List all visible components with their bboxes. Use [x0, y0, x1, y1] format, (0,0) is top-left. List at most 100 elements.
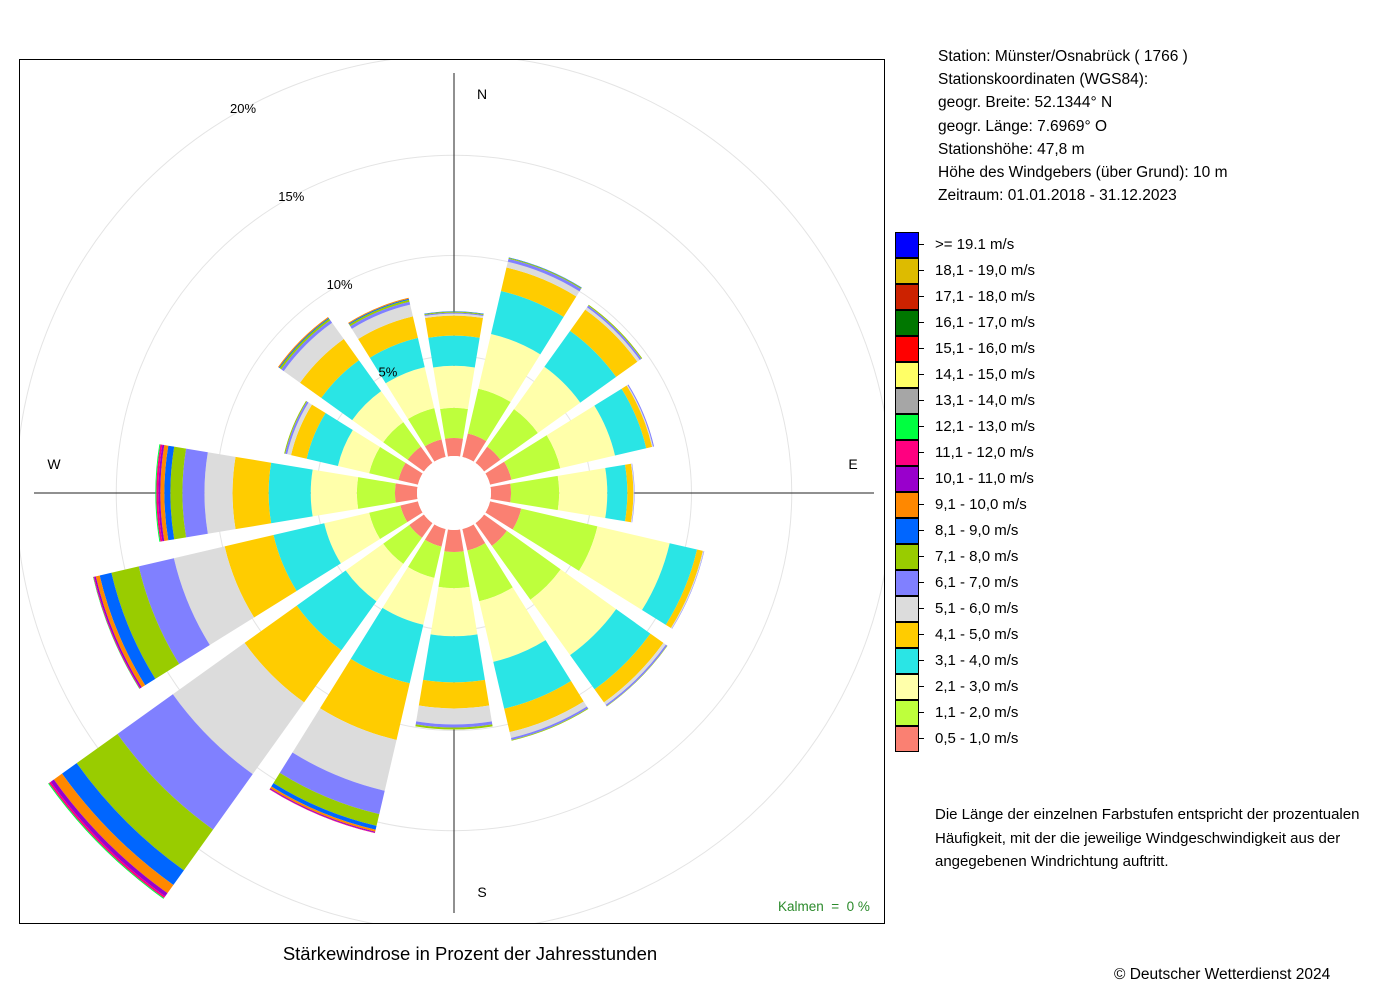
wedge-N-class-5: [425, 315, 483, 338]
legend-swatch: [895, 518, 919, 544]
wedge-SSE-class-7: [511, 706, 588, 740]
legend-tick: [919, 400, 924, 401]
wedge-NW-class-7: [281, 320, 333, 372]
legend-tick: [919, 478, 924, 479]
wedge-N-class-3: [433, 365, 475, 410]
calm-label: Kalmen = 0 %: [778, 899, 870, 914]
wedge-S-class-3: [430, 586, 478, 637]
legend-tick: [919, 322, 924, 323]
station-elevation: Stationshöhe: 47,8 m: [938, 140, 1085, 158]
note-line: Die Länge der einzelnen Farbstufen entsp…: [935, 806, 1360, 823]
legend-tick: [919, 426, 924, 427]
time-period: Zeitraum: 01.01.2018 - 31.12.2023: [938, 187, 1177, 205]
legend-tick: [919, 504, 924, 505]
legend-tick: [919, 374, 924, 375]
wedge-SSE-class-2: [467, 543, 513, 602]
legend-tick: [919, 530, 924, 531]
wedge-SE-class-5: [594, 633, 664, 703]
wedge-NE-class-4: [544, 330, 617, 403]
legend-label: 2,1 - 3,0 m/s: [935, 678, 1019, 695]
legend-label: 15,1 - 16,0 m/s: [935, 340, 1036, 357]
wedge-NNW-class-4: [369, 337, 425, 384]
wedge-SE-class-3: [530, 569, 617, 656]
station-latitude: geogr. Breite: 52.1344° N: [938, 94, 1113, 112]
wedge-SW-class-5: [244, 605, 342, 703]
legend-label: 7,1 - 8,0 m/s: [935, 548, 1019, 565]
wedge-W-class-9: [164, 445, 175, 541]
legend-label: 16,1 - 17,0 m/s: [935, 314, 1036, 331]
wedge-SSE-class-1: [462, 524, 486, 551]
wedge-SW-class-7: [117, 694, 253, 830]
wedge-NNE-class-1: [462, 433, 487, 462]
wedge-SW-class-2: [383, 525, 422, 564]
sensor-height: Höhe des Windgebers (über Grund): 10 m: [938, 164, 1228, 182]
wedge-WNW-class-2: [369, 446, 406, 481]
station-info: Station: Münster/Osnabrück ( 1766 ) Stat…: [938, 45, 1227, 207]
compass-label-N: N: [477, 86, 487, 102]
legend-tick: [919, 634, 924, 635]
wedge-SW-class-3: [345, 543, 404, 602]
wedge-N-class-2: [440, 407, 468, 439]
wedge-NNE-class-6: [506, 261, 580, 297]
legend-label: 12,1 - 13,0 m/s: [935, 418, 1036, 435]
wedge-SE-class-4: [570, 609, 651, 690]
center-hole: [417, 456, 491, 530]
compass-label-W: W: [47, 456, 61, 472]
wedge-NNW-class-5: [358, 316, 418, 358]
station-longitude: geogr. Länge: 7.6969° O: [938, 117, 1108, 135]
compass-label-E: E: [848, 456, 857, 472]
wedge-SSE-class-5: [504, 681, 584, 733]
wedge-NNE-class-3: [478, 333, 541, 403]
wedge-W-class-6: [204, 452, 236, 534]
legend-label: 9,1 - 10,0 m/s: [935, 496, 1027, 513]
wedge-SW-class-11: [50, 779, 168, 897]
legend-swatch: [895, 362, 919, 388]
legend-swatch: [895, 388, 919, 414]
wedge-NNW-class-7: [350, 301, 411, 329]
wedge-E-class-5: [625, 463, 634, 523]
wedge-WNW-class-4: [306, 413, 353, 466]
wedge-NNW-class-8: [349, 299, 410, 327]
legend-swatch: [895, 492, 919, 518]
legend-swatch: [895, 622, 919, 648]
wedge-SE-class-6: [603, 642, 666, 705]
wedge-W-class-4: [268, 462, 313, 524]
legend-tick: [919, 556, 924, 557]
ring-label: 5%: [379, 365, 398, 380]
wedge-NW-class-6: [283, 322, 344, 383]
ring-label: 15%: [278, 189, 304, 204]
legend-swatch: [895, 570, 919, 596]
legend-label: 10,1 - 11,0 m/s: [935, 470, 1034, 487]
legend-label: 18,1 - 19,0 m/s: [935, 262, 1036, 279]
wedge-E-class-1: [490, 483, 512, 503]
note-line: angegebenen Windrichtung auftritt.: [935, 853, 1169, 870]
ring-label: 20%: [230, 101, 256, 116]
wedge-NW-class-8: [279, 318, 331, 370]
legend-label: 4,1 - 5,0 m/s: [935, 626, 1019, 643]
wedge-WSW-class-5: [224, 535, 297, 618]
wedge-SSW-class-2: [407, 539, 442, 578]
wedge-WSW-class-7: [138, 558, 210, 665]
plot-frame: 5% 10% 15% 20% N E S W: [19, 59, 885, 924]
wedge-NE-class-6: [585, 307, 640, 362]
legend-tick: [919, 712, 924, 713]
wedge-NNW-class-3: [385, 367, 435, 420]
wedge-WNW-class-7: [285, 401, 309, 455]
wedge-SSW-class-8: [273, 772, 380, 826]
wedge-N-class-8: [424, 311, 484, 316]
station-name: Station: Münster/Osnabrück ( 1766 ): [938, 48, 1188, 65]
wedge-W-class-8: [170, 446, 187, 540]
wedge-SSW-class-10: [270, 786, 376, 832]
wedge-W-class-12: [156, 444, 163, 542]
wedge-W-class-5: [232, 456, 272, 530]
wedge-NNE-class-5: [501, 267, 577, 317]
wedge-N-class-7: [424, 312, 484, 317]
wedge-N-class-4: [428, 335, 480, 368]
wedge-SSW-class-9: [271, 783, 377, 830]
legend-tick: [919, 452, 924, 453]
wedge-SW-class-4: [296, 570, 377, 651]
copyright: © Deutscher Wetterdienst 2024: [1114, 966, 1331, 983]
wedge-WSW-class-4: [273, 523, 341, 591]
wedge-NW-class-2: [383, 422, 421, 460]
explanation-note: Die Länge der einzelnen Farbstufen entsp…: [935, 803, 1359, 874]
